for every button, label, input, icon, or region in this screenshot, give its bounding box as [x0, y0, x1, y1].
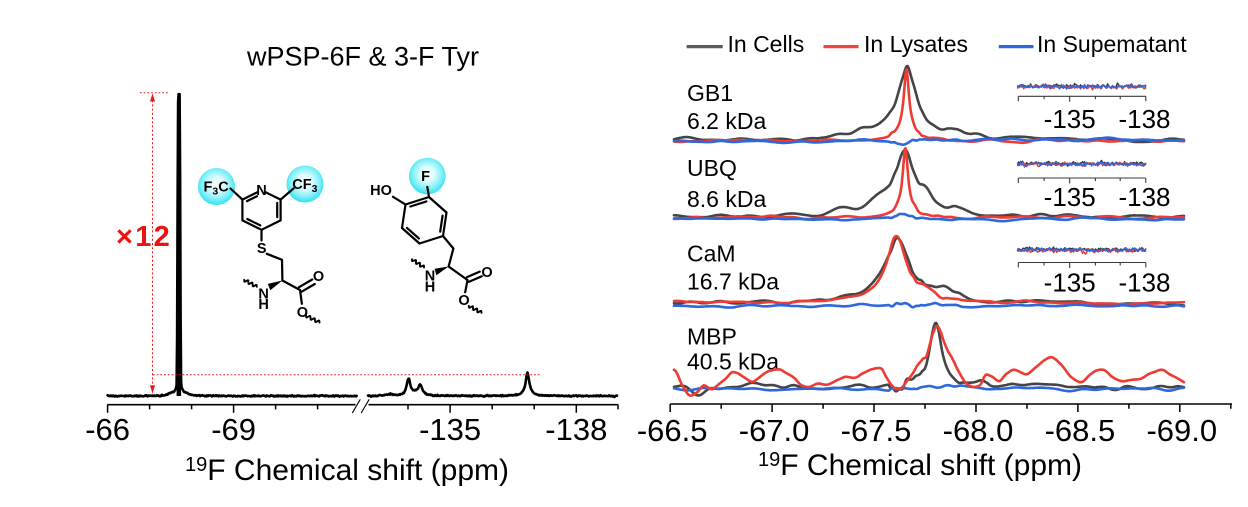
svg-text:O: O — [313, 269, 324, 285]
svg-text:-68.5: -68.5 — [1045, 413, 1116, 448]
svg-text:O: O — [458, 293, 469, 309]
svg-text:GB1: GB1 — [687, 80, 733, 106]
svg-text:19F Chemical shift (ppm): 19F Chemical shift (ppm) — [758, 449, 1082, 482]
svg-text:-135: -135 — [1044, 268, 1096, 298]
svg-text:-138: -138 — [1118, 104, 1170, 134]
svg-text:40.5 kDa: 40.5 kDa — [687, 349, 779, 375]
svg-text:wPSP-6F & 3-F Tyr: wPSP-6F & 3-F Tyr — [246, 42, 479, 72]
svg-text:In Cells: In Cells — [728, 31, 805, 57]
svg-text:×12: ×12 — [116, 221, 172, 253]
svg-text:N: N — [256, 183, 266, 199]
svg-text:MBP: MBP — [687, 324, 737, 350]
svg-text:CaM: CaM — [687, 241, 736, 267]
svg-text:F: F — [421, 169, 430, 185]
svg-text:8.6 kDa: 8.6 kDa — [687, 186, 766, 212]
svg-text:In Supematant: In Supematant — [1037, 31, 1187, 57]
svg-text:16.7 kDa: 16.7 kDa — [687, 269, 779, 295]
svg-text:H: H — [425, 280, 435, 296]
svg-text:N: N — [258, 286, 268, 302]
svg-text:-138: -138 — [1118, 268, 1170, 298]
svg-text:-66: -66 — [85, 412, 130, 447]
svg-text:F3C: F3C — [204, 180, 230, 198]
svg-text:H: H — [258, 297, 268, 313]
svg-text:6.2 kDa: 6.2 kDa — [687, 108, 766, 134]
svg-text:-66.5: -66.5 — [637, 413, 708, 448]
svg-text:O: O — [481, 265, 492, 281]
svg-text:UBQ: UBQ — [687, 155, 737, 181]
svg-text:-69: -69 — [211, 412, 256, 447]
svg-text:-135: -135 — [419, 412, 481, 447]
svg-text:O: O — [297, 305, 308, 321]
svg-text:CF3: CF3 — [292, 177, 317, 195]
svg-text:-135: -135 — [1044, 182, 1096, 212]
svg-text:In Lysates: In Lysates — [864, 31, 968, 57]
svg-text:-67.5: -67.5 — [841, 413, 912, 448]
svg-text:-67.0: -67.0 — [739, 413, 810, 448]
svg-text:-68.0: -68.0 — [943, 413, 1014, 448]
svg-text:19F Chemical shift (ppm): 19F Chemical shift (ppm) — [185, 454, 509, 487]
svg-text:N: N — [425, 269, 435, 285]
svg-text:-138: -138 — [1118, 182, 1170, 212]
svg-text:S: S — [257, 241, 267, 257]
svg-text:HO: HO — [370, 183, 392, 199]
svg-text:-135: -135 — [1044, 104, 1096, 134]
svg-text:-138: -138 — [545, 412, 607, 447]
svg-text:-69.0: -69.0 — [1146, 413, 1217, 448]
